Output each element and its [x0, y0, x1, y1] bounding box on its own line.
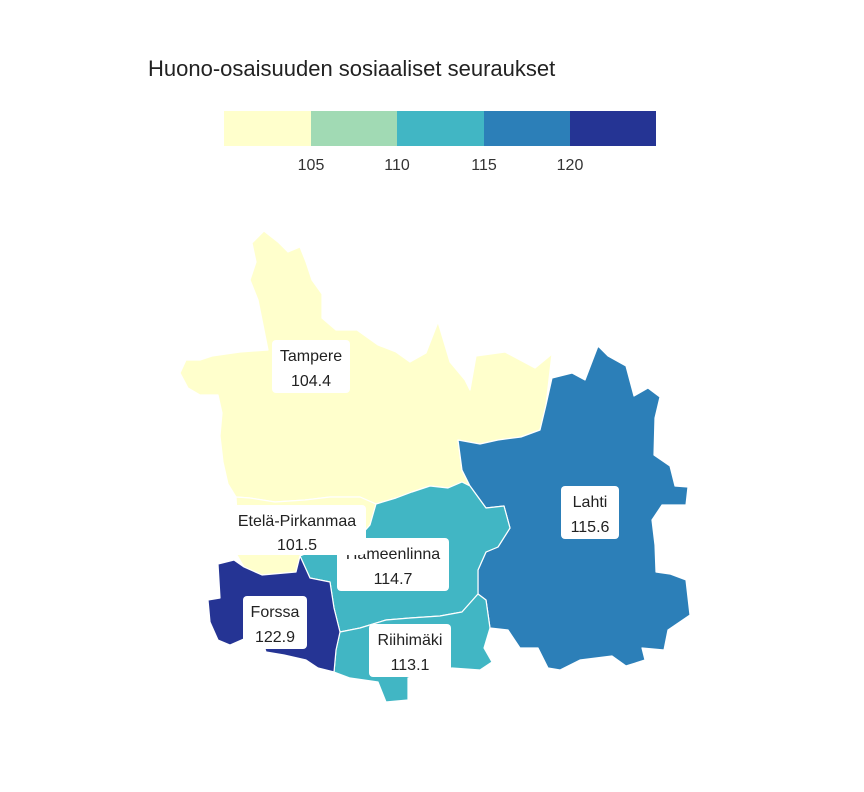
legend-tick-110: 110 [384, 157, 410, 174]
label-tampere-name: Tampere [280, 348, 342, 365]
legend-swatch-4 [484, 111, 570, 146]
label-riihimaki-value: 113.1 [391, 657, 430, 674]
region-labels: Tampere 104.4 Lahti 115.6 Hämeenlinna 11… [228, 340, 619, 677]
legend-tick-120: 120 [557, 157, 584, 174]
map-title: Huono-osaisuuden sosiaaliset seuraukset [148, 56, 556, 81]
legend-swatch-3 [397, 111, 484, 146]
legend-swatch-2 [311, 111, 397, 146]
label-lahti-name: Lahti [573, 494, 608, 511]
label-hameenlinna-name: Hämeenlinna [346, 546, 440, 563]
label-forssa: Forssa 122.9 [243, 596, 307, 649]
label-lahti-value: 115.6 [571, 519, 610, 536]
legend-tick-105: 105 [298, 157, 325, 174]
color-legend: 105 110 115 120 [224, 111, 656, 174]
label-tampere: Tampere 104.4 [272, 340, 350, 393]
label-hameenlinna-value: 114.7 [374, 571, 413, 588]
label-tampere-value: 104.4 [291, 373, 331, 390]
label-riihimaki-name: Riihimäki [378, 632, 443, 649]
label-etela-pirkanmaa-name: Etelä-Pirkanmaa [238, 513, 356, 530]
label-etela-pirkanmaa-value: 101.5 [277, 537, 317, 554]
label-riihimaki: Riihimäki 113.1 [369, 624, 451, 677]
label-forssa-name: Forssa [251, 604, 300, 621]
legend-swatch-5 [570, 111, 656, 146]
label-etela-pirkanmaa: Etelä-Pirkanmaa 101.5 [228, 505, 366, 555]
legend-swatch-1 [224, 111, 311, 146]
legend-tick-115: 115 [471, 157, 497, 174]
label-forssa-value: 122.9 [255, 629, 295, 646]
label-lahti: Lahti 115.6 [561, 486, 619, 539]
